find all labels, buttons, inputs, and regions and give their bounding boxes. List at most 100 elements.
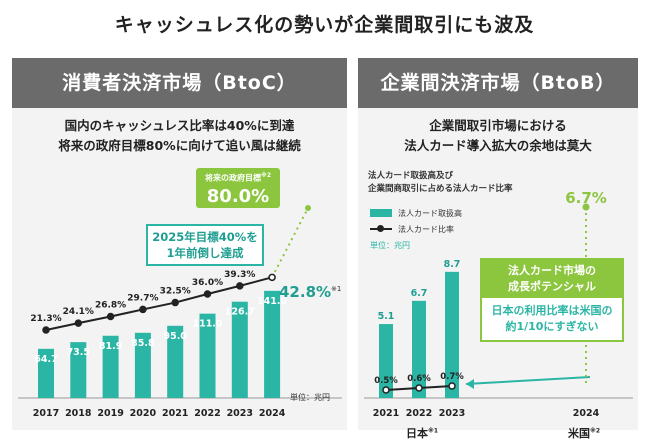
btob-chart-title-line2: 企業間商取引に占める法人カード比率 <box>368 184 513 194</box>
page-title: キャッシュレス化の勢いが企業間取引にも波及 <box>114 14 535 36</box>
group-us-label: 米国 <box>568 427 590 440</box>
growth-potential-header: 法人カード市場の 成長ポテンシャル <box>482 260 622 298</box>
bar-label-2021: 95.0 <box>163 331 187 342</box>
bar-2022 <box>412 300 426 398</box>
group-us-note: ※2 <box>590 427 601 435</box>
bar-label-2023: 126.7 <box>225 307 255 318</box>
tick-2022: 2022 <box>194 408 220 419</box>
ratio-label-2017: 21.3% <box>30 314 61 324</box>
government-target-box: 将来の政府目標※2 80.0% <box>196 168 280 208</box>
growth-potential-box: 法人カード市場の 成長ポテンシャル 日本の利用比率は米国の 約1/10にすぎない <box>480 258 624 342</box>
ratio-line-2024 <box>239 276 273 287</box>
bar-2019 <box>102 335 119 398</box>
bar-label-2018: 73.5 <box>67 347 90 358</box>
legend-line-marker <box>377 225 384 232</box>
tick-2024: 2024 <box>259 408 286 419</box>
bar-label-2022: 6.7 <box>411 288 428 299</box>
bar-2017 <box>38 348 54 398</box>
btoc-subtitle-line1: 国内のキャッシュレス比率は40%に到達 <box>64 118 295 133</box>
group-japan-label: 日本 <box>406 427 428 440</box>
highlight-ratio: 42.8%※1 <box>279 283 341 301</box>
tick-2020: 2020 <box>130 408 157 419</box>
potential-header-line1: 法人カード市場の <box>508 264 596 277</box>
tick-2017: 2017 <box>33 408 59 419</box>
bar-label-2021: 5.1 <box>378 311 395 322</box>
bar-2024 <box>264 290 281 398</box>
btob-subtitle-line1: 企業間取引市場における <box>429 118 567 133</box>
bar-2023 <box>231 301 248 398</box>
highlight-value: 42.8% <box>279 283 332 301</box>
btob-chart: 5.1 2021 6.7 2022 8.7 2023 2024 0.5% 0.6% 0.7% 6.7… <box>364 189 633 419</box>
bar-label-2020: 85.8 <box>131 338 155 349</box>
target-label: 将来の政府目標 <box>204 173 261 183</box>
ratio-point-2017 <box>42 326 50 334</box>
ratio-label-2022: 0.6% <box>407 374 431 384</box>
group-japan: 日本※1 <box>406 425 438 441</box>
group-japan-note: ※1 <box>428 427 439 435</box>
group-us: 米国※2 <box>568 425 600 441</box>
tick-2021: 2021 <box>162 408 188 419</box>
btob-unit: 単位：兆円 <box>370 241 410 250</box>
btob-chart-title-line1: 法人カード取扱高及び <box>368 171 454 181</box>
btoc-subtitle-line2: 将来の政府目標80%に向けて追い風は継続 <box>58 138 301 153</box>
btoc-chart: 64.7 2017 73.5 2018 81.9 2019 85.8 2020 95.0 2021… <box>18 205 342 419</box>
ratio-point-2019 <box>106 312 115 321</box>
ratio-point-2022 <box>415 384 423 392</box>
ratio-point-2023 <box>448 382 456 390</box>
us-ratio-label: 6.7% <box>565 189 607 207</box>
ratio-label-2020: 29.7% <box>127 293 158 303</box>
legend-line-label: 法人カード比率 <box>398 225 454 234</box>
us-ratio-point <box>582 203 590 211</box>
target-note: ※2 <box>260 172 271 179</box>
btoc-header: 消費者決済市場（BtoC） <box>12 58 347 108</box>
tick-2021: 2021 <box>373 408 399 419</box>
callout-line2: 1年前倒し達成 <box>166 246 244 260</box>
btob-subtitle: 企業間取引市場における 法人カード導入拡大の余地は莫大 <box>358 116 638 156</box>
comparison-arrow <box>465 376 591 385</box>
tick-2023: 2023 <box>227 408 253 419</box>
tick-2022: 2022 <box>406 408 432 419</box>
tick-2024: 2024 <box>573 408 600 419</box>
target-value: 80.0% <box>206 185 270 207</box>
ratio-point-2023 <box>236 282 244 290</box>
ratio-point-2018 <box>74 319 83 327</box>
bar-label-2017: 64.7 <box>34 354 57 365</box>
ratio-point-2021 <box>382 386 390 394</box>
bar-2021 <box>379 324 393 398</box>
tick-2023: 2023 <box>439 408 465 419</box>
potential-header-line2: 成長ポテンシャル <box>508 280 596 293</box>
tick-2019: 2019 <box>97 408 123 419</box>
ratio-label-2021: 32.5% <box>160 287 191 297</box>
ratio-point-2020 <box>139 305 147 314</box>
target-marker <box>305 205 311 211</box>
highlight-note: ※1 <box>331 285 342 293</box>
growth-potential-body: 日本の利用比率は米国の 約1/10にすぎない <box>482 298 622 340</box>
ratio-label-2022: 36.0% <box>192 278 223 288</box>
ratio-point-2022 <box>203 290 212 298</box>
ratio-point-2021 <box>171 298 179 307</box>
bar-label-2022: 111.0 <box>192 319 222 330</box>
bar-2020 <box>134 332 151 398</box>
target-dotted-line <box>271 207 309 278</box>
bar-label-2024: 141.0 <box>257 296 287 307</box>
btoc-unit: 単位：兆円 <box>290 393 330 402</box>
ratio-label-2021: 0.5% <box>374 376 398 386</box>
ratio-label-2023: 39.3% <box>224 270 255 280</box>
legend-bar-swatch <box>370 209 392 217</box>
ratio-label-2018: 24.1% <box>63 307 94 317</box>
btob-subtitle-line2: 法人カード導入拡大の余地は莫大 <box>404 138 592 153</box>
callout-line1: 2025年目標40%を <box>152 230 258 244</box>
btob-chart-title: 法人カード取扱高及び 企業間商取引に占める法人カード比率 <box>368 170 513 196</box>
potential-body-line2: 約1/10にすぎない <box>505 320 599 333</box>
bar-label-2019: 81.9 <box>99 341 122 352</box>
bar-2018 <box>70 342 87 398</box>
bar-2022 <box>199 313 216 398</box>
comparison-arrowhead <box>466 379 474 389</box>
legend-bar-label: 法人カード取扱高 <box>398 209 462 218</box>
bar-2023 <box>445 271 459 398</box>
bar-label-2023: 8.7 <box>444 259 461 270</box>
btob-header: 企業間決済市場（BtoB） <box>358 58 638 108</box>
btoc-subtitle: 国内のキャッシュレス比率は40%に到達 将来の政府目標80%に向けて追い風は継続 <box>12 116 347 156</box>
tick-2018: 2018 <box>65 408 92 419</box>
bar-2021 <box>167 325 184 398</box>
